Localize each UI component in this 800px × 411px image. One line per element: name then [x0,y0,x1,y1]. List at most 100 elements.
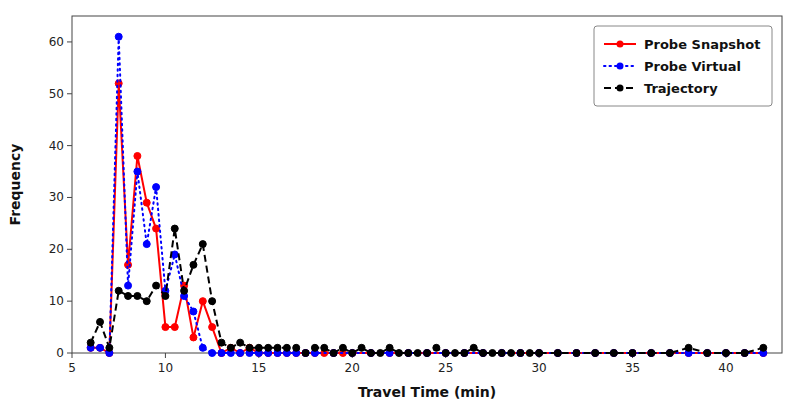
plot-data [87,33,767,356]
legend-marker [617,85,624,92]
data-point [405,350,412,357]
data-point [480,350,487,357]
x-tick [165,353,166,358]
data-point [349,350,356,357]
data-point [209,350,216,357]
data-point [480,350,487,357]
data-point [554,350,561,357]
x-tick-label: 35 [625,361,640,375]
y-tick [67,197,72,198]
data-point [199,298,206,305]
x-tick [72,353,73,358]
data-point [227,344,234,351]
legend: Probe SnapshotProbe VirtualTrajectory [594,26,772,106]
data-point [442,350,449,357]
data-point [704,350,711,357]
data-point [498,350,505,357]
data-point [386,344,393,351]
series [87,225,767,356]
legend-marker [617,63,624,70]
chart: 5101520253035400102030405060Travel Time … [0,0,800,411]
data-point [97,318,104,325]
y-tick-label: 0 [56,346,64,360]
data-point [741,350,748,357]
legend-marker [617,41,624,48]
data-point [339,344,346,351]
data-point [367,350,374,357]
data-point [704,350,711,357]
data-point [115,33,122,40]
data-point [526,350,533,357]
data-point [536,350,543,357]
data-point [517,350,524,357]
data-point [209,324,216,331]
data-point [153,282,160,289]
data-point [424,350,431,357]
data-point [134,168,141,175]
data-point [106,344,113,351]
data-point [592,350,599,357]
data-point [554,350,561,357]
x-tick-label: 10 [158,361,173,375]
data-point [330,350,337,357]
y-tick [67,93,72,94]
data-point [461,350,468,357]
data-point [162,324,169,331]
data-point [125,292,132,299]
data-point [760,344,767,351]
y-tick-label: 10 [49,294,64,308]
data-point [134,292,141,299]
data-point [741,350,748,357]
data-point [97,344,104,351]
data-point [209,298,216,305]
data-point [573,350,580,357]
data-point [358,344,365,351]
data-point [489,350,496,357]
data-point [153,184,160,191]
series [87,33,767,356]
data-point [218,350,225,357]
data-point [349,350,356,357]
data-point [143,241,150,248]
data-point [162,292,169,299]
data-point [648,350,655,357]
data-point [330,350,337,357]
data-point [442,350,449,357]
data-point [227,344,234,351]
data-point [508,350,515,357]
data-point [237,350,244,357]
data-point [592,350,599,357]
data-point [143,298,150,305]
data-point [190,261,197,268]
data-point [265,344,272,351]
data-point [452,350,459,357]
data-point [573,350,580,357]
data-point [190,334,197,341]
data-point [218,350,225,357]
data-point [377,350,384,357]
series-line [91,83,764,353]
data-point [573,350,580,357]
data-point [610,350,617,357]
y-tick [67,249,72,250]
data-point [302,350,309,357]
data-point [722,350,729,357]
x-tick-label: 30 [531,361,546,375]
data-point [115,287,122,294]
x-tick-label: 5 [68,361,76,375]
x-tick-label: 15 [251,361,266,375]
data-point [405,350,412,357]
data-point [171,324,178,331]
data-point [517,350,524,357]
y-tick-label: 40 [49,139,64,153]
legend-label: Probe Snapshot [644,37,760,52]
data-point [321,344,328,351]
series-line [91,37,764,353]
data-point [302,350,309,357]
data-point [190,308,197,315]
data-point [722,350,729,357]
y-tick-label: 30 [49,190,64,204]
data-point [592,350,599,357]
data-point [648,350,655,357]
data-point [666,350,673,357]
